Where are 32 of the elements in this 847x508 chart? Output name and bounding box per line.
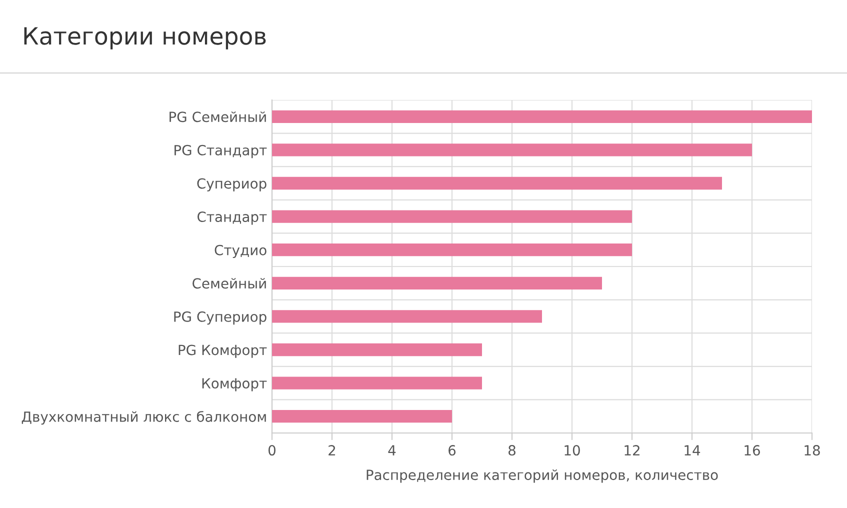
bar	[272, 176, 722, 190]
bar	[272, 110, 812, 123]
x-tick-label: 12	[624, 445, 640, 456]
y-tick-label: Комфорт	[202, 378, 267, 392]
bar	[272, 276, 602, 290]
x-tick-label: 14	[684, 445, 700, 456]
y-tick-label: PG Супериор	[174, 311, 266, 325]
x-axis-title: Распределение категорий номеров, количество	[366, 469, 718, 483]
x-tick-label: 10	[564, 445, 580, 456]
bar	[272, 210, 632, 223]
y-tick-label: PG Стандарт	[174, 144, 267, 158]
x-tick-label: 2	[328, 445, 336, 456]
chart-title: Категории номеров	[24, 27, 266, 50]
y-tick-label: Семейный	[192, 278, 266, 289]
bar	[272, 310, 542, 323]
x-tick-label: 0	[268, 445, 276, 456]
y-tick-label: PG Комфорт	[178, 344, 267, 358]
y-tick-label: Супериор	[197, 178, 266, 192]
x-tick-label: 18	[804, 445, 820, 456]
bar	[272, 343, 482, 356]
y-tick-label: Студио	[214, 244, 266, 258]
bar	[272, 410, 452, 423]
x-tick-label: 8	[508, 445, 516, 456]
x-tick-label: 4	[388, 445, 396, 456]
bar	[272, 144, 752, 156]
x-tick-label: 6	[448, 445, 456, 456]
bar	[272, 376, 482, 390]
bar	[272, 244, 632, 256]
y-tick-label: PG Семейный	[170, 111, 266, 122]
x-tick-label: 16	[744, 445, 760, 456]
y-tick-label: Стандарт	[198, 212, 267, 225]
y-tick-label: Двухкомнатный люкс с балконом	[22, 410, 266, 425]
